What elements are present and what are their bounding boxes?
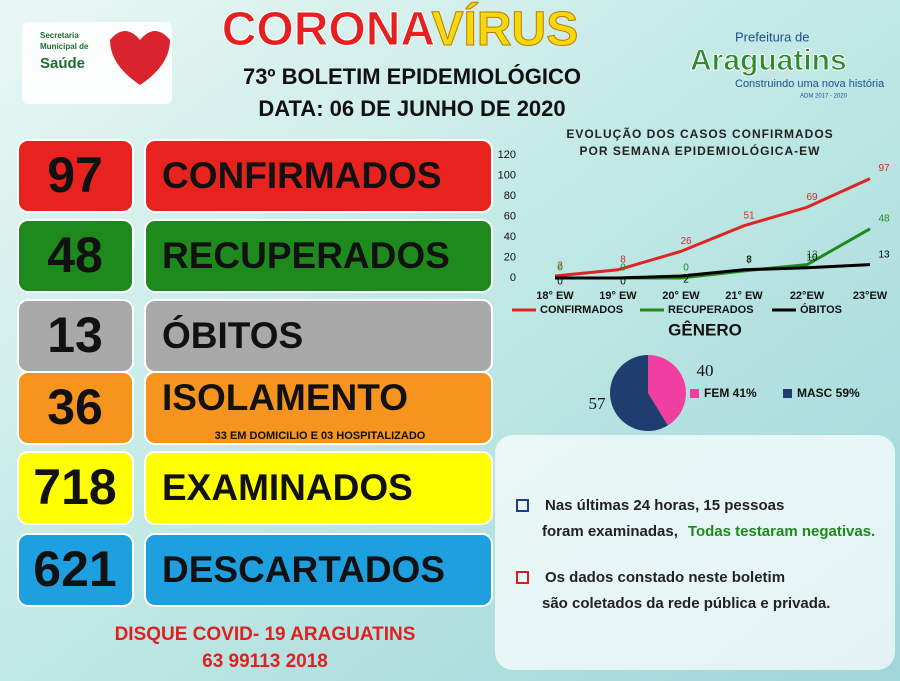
data-label: 7: [746, 255, 752, 266]
y-tick-label: 20: [504, 251, 516, 263]
series-line: [555, 263, 871, 280]
city-logo: Prefeitura de Araguatins Construindo uma…: [690, 29, 886, 100]
indicator-value: 718: [33, 459, 116, 515]
data-label: 8: [746, 254, 752, 265]
data-label: 0: [620, 263, 626, 274]
number-box: [17, 451, 134, 525]
data-label: 0: [557, 263, 563, 274]
note-line: Nas últimas 24 horas, 15 pessoas: [545, 497, 784, 514]
number-box: [17, 371, 134, 445]
data-label: 2: [683, 275, 689, 286]
logo-text: Saúde: [40, 55, 85, 72]
title: CORONAVÍRUS: [222, 2, 578, 56]
legend-swatch: [690, 389, 699, 398]
data-label: 69: [806, 192, 818, 203]
data-label: 0: [620, 277, 626, 288]
footer: 63 99113 2018: [202, 651, 328, 672]
bulletin: 73º BOLETIM EPIDEMIOLÓGICO: [243, 64, 581, 89]
data-label: 97: [878, 163, 890, 174]
indicator-label: RECUPERADOS: [162, 235, 450, 276]
y-tick-label: 120: [498, 149, 516, 161]
indicator-label: DESCARTADOS: [162, 549, 445, 590]
title-part: VÍRUS: [432, 2, 579, 56]
legend-swatch: [783, 389, 792, 398]
indicator-value: 36: [47, 379, 103, 435]
chart-title: EVOLUÇÃO DOS CASOS CONFIRMADOS: [566, 126, 833, 141]
indicator-value: 97: [47, 147, 103, 203]
date: DATA: 06 DE JUNHO DE 2020: [258, 96, 565, 121]
title-part: CORONA: [222, 3, 435, 56]
logo-text: Construindo uma nova história: [735, 78, 885, 90]
health-logo: Secretaria Municipal de Saúde: [22, 22, 172, 104]
note-text: Os dados constado neste boletim são colet…: [542, 569, 830, 612]
label-box: [144, 451, 493, 525]
note-highlight: Todas testaram negativas.: [688, 523, 875, 540]
y-tick-label: 100: [498, 169, 516, 181]
note-line: foram examinadas,: [542, 523, 678, 540]
data-label: 51: [743, 210, 755, 221]
note-line: são coletados da rede pública e privada.: [542, 595, 830, 612]
note-text: Nas últimas 24 horas, 15 pessoas foram ex…: [542, 497, 875, 540]
indicator-label: CONFIRMADOS: [162, 155, 442, 196]
number-box: [17, 139, 134, 213]
chart-title: GÊNERO: [668, 320, 742, 339]
logo-text: Araguatins: [690, 44, 847, 77]
footer: DISQUE COVID- 19 ARAGUATINS: [115, 624, 416, 645]
data-label: 10: [806, 252, 818, 263]
x-tick-label: 18° EW: [536, 290, 574, 302]
legend-label: RECUPERADOS: [668, 304, 754, 316]
data-label: 57: [589, 394, 607, 413]
chart-title: POR SEMANA EPIDEMIOLÓGICA-EW: [580, 143, 821, 158]
number-box: [17, 533, 134, 607]
bullet: [516, 571, 529, 584]
data-label: 26: [680, 236, 692, 247]
series-line: [554, 177, 871, 278]
data-label: 40: [697, 361, 714, 380]
y-tick-label: 0: [510, 272, 516, 284]
data-label: 2: [557, 261, 563, 272]
label-box: [144, 219, 493, 293]
data-label: 0: [683, 263, 689, 274]
x-tick-label: 19° EW: [599, 290, 637, 302]
pie-slice: [648, 355, 686, 426]
indicator-label: ISOLAMENTO: [162, 377, 408, 418]
legend-label: FEM 41%: [704, 386, 757, 400]
data-label: 13: [878, 249, 890, 260]
label-box: [144, 371, 493, 445]
legend-label: CONFIRMADOS: [540, 304, 623, 316]
y-tick-label: 40: [504, 231, 516, 243]
data-label: 0: [557, 277, 563, 288]
indicator-value: 621: [33, 541, 116, 597]
y-tick-label: 80: [504, 190, 516, 202]
indicator-label: ÓBITOS: [162, 314, 303, 356]
label-box: [144, 139, 493, 213]
number-box: [17, 219, 134, 293]
indicator-label: EXAMINADOS: [162, 467, 413, 508]
logo-text: ADM 2017 - 2020: [800, 94, 848, 100]
label-box: [144, 533, 493, 607]
data-label: 13: [806, 249, 818, 260]
x-tick-label: 22°EW: [790, 290, 825, 302]
data-label: 8: [620, 254, 626, 265]
indicator-value: 48: [47, 227, 103, 283]
x-tick-label: 20° EW: [662, 290, 700, 302]
indicator-note: 33 EM DOMICILIO E 03 HOSPITALIZADO: [215, 430, 426, 442]
notes-panel: [495, 435, 895, 670]
indicator-value: 13: [47, 307, 103, 363]
note-line: Os dados constado neste boletim: [545, 569, 785, 586]
legend-label: MASC 59%: [797, 386, 860, 400]
data-label: 48: [878, 213, 890, 224]
logo-text: Prefeitura de: [735, 29, 809, 44]
logo-text: Municipal de: [40, 42, 89, 51]
x-tick-label: 23°EW: [853, 290, 888, 302]
logo-text: Secretaria: [40, 31, 79, 40]
y-tick-label: 60: [504, 210, 516, 222]
x-tick-label: 21° EW: [725, 290, 763, 302]
legend-label: ÓBITOS: [800, 303, 842, 316]
pie-slice: [610, 355, 668, 431]
bullet: [516, 499, 529, 512]
